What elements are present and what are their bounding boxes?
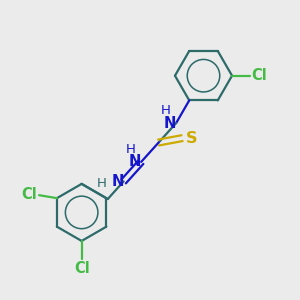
Text: Cl: Cl	[22, 187, 37, 202]
Text: N: N	[164, 116, 176, 130]
Text: S: S	[186, 131, 197, 146]
Text: Cl: Cl	[252, 68, 267, 83]
Text: N: N	[129, 154, 141, 169]
Text: H: H	[160, 104, 170, 117]
Text: N: N	[111, 174, 124, 189]
Text: H: H	[125, 143, 135, 156]
Text: Cl: Cl	[74, 261, 89, 276]
Text: H: H	[97, 176, 107, 190]
